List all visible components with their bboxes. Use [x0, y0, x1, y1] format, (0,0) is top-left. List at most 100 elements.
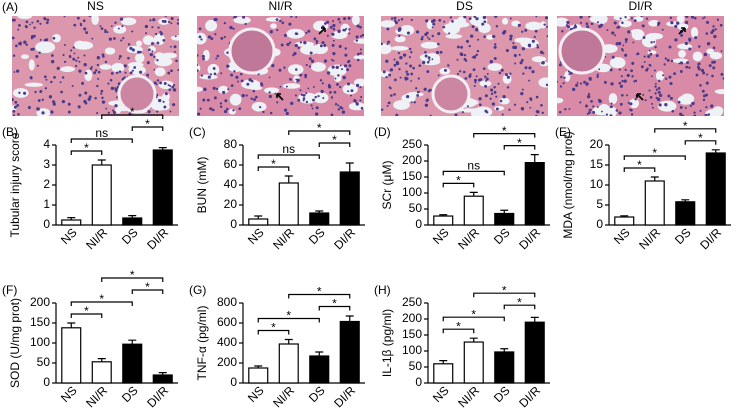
significance-bracket — [131, 126, 164, 131]
nucleus — [563, 76, 566, 79]
arrow — [636, 93, 644, 101]
nucleus — [674, 38, 678, 42]
bar — [91, 361, 112, 384]
significance-bracket — [257, 166, 290, 171]
nucleus — [17, 113, 20, 116]
significance-label: * — [130, 268, 135, 282]
nucleus — [489, 60, 494, 64]
nucleus — [676, 21, 680, 25]
nucleus — [110, 25, 113, 27]
nucleus — [461, 111, 465, 114]
nucleus — [33, 26, 36, 29]
x-tick-label: NI/R — [83, 225, 110, 252]
nucleus — [167, 71, 171, 75]
nucleus — [73, 52, 76, 55]
nucleus — [337, 17, 341, 21]
panel-label: (F) — [2, 283, 17, 297]
nucleus — [151, 42, 154, 45]
nucleus — [397, 52, 401, 55]
nucleus — [667, 94, 671, 98]
nucleus — [704, 113, 708, 116]
nucleus — [304, 76, 307, 79]
nucleus — [535, 95, 539, 99]
nucleus — [156, 59, 159, 62]
nucleus — [124, 71, 127, 74]
significance-bracket — [70, 138, 133, 143]
y-tick-label: 2 — [43, 177, 50, 191]
y-axis-title: TNF-α (pg/ml) — [195, 306, 209, 381]
error-bar — [681, 199, 690, 202]
significance-bracket — [623, 167, 656, 172]
bar — [339, 171, 360, 226]
bar — [278, 343, 299, 384]
significance-label: * — [332, 133, 337, 147]
nucleus — [713, 60, 716, 64]
x-tick-label: NS — [58, 383, 80, 405]
nucleus — [67, 102, 71, 106]
nucleus — [87, 97, 91, 101]
bar — [309, 212, 330, 226]
nucleus — [169, 45, 172, 48]
panel-label: (D) — [374, 125, 391, 139]
nucleus — [702, 94, 706, 98]
nucleus — [484, 84, 488, 88]
nucleus — [89, 67, 93, 70]
nucleus — [393, 93, 396, 96]
lumen — [681, 93, 692, 103]
nucleus — [24, 25, 27, 27]
nucleus — [219, 102, 223, 105]
nucleus — [31, 21, 34, 24]
nucleus — [114, 104, 118, 108]
nucleus — [104, 60, 108, 64]
histology-image — [12, 16, 179, 116]
nucleus — [489, 97, 492, 100]
lumen — [28, 59, 35, 71]
error-bar — [315, 210, 324, 213]
significance-bracket — [442, 170, 505, 176]
nucleus — [509, 72, 512, 75]
nucleus — [425, 31, 429, 35]
arrow — [276, 93, 284, 101]
nucleus — [712, 25, 715, 28]
nucleus — [592, 105, 595, 108]
nucleus — [410, 18, 413, 22]
significance-label: * — [271, 157, 276, 171]
nucleus — [71, 84, 74, 87]
significance-bracket — [70, 301, 133, 306]
nucleus — [437, 42, 440, 46]
nucleus — [664, 103, 668, 107]
y-tick-label: 20 — [590, 137, 604, 151]
nucleus — [96, 84, 99, 88]
nucleus — [39, 90, 43, 94]
nucleus — [684, 20, 689, 25]
bar — [91, 164, 112, 226]
lumen — [351, 16, 360, 26]
nucleus — [59, 81, 62, 84]
nucleus — [463, 53, 467, 57]
nucleus — [286, 42, 290, 47]
nucleus — [615, 42, 619, 46]
lumen — [142, 35, 155, 46]
nucleus — [224, 99, 228, 103]
nucleus — [545, 25, 548, 28]
nucleus — [598, 68, 601, 71]
y-axis-title: MDA (nmol/mg prot) — [561, 131, 575, 238]
y-tick-label: 50 — [409, 359, 423, 373]
nucleus — [339, 64, 342, 67]
nucleus — [346, 68, 349, 72]
nucleus — [691, 101, 695, 106]
nucleus — [321, 41, 325, 45]
nucleus — [630, 69, 633, 73]
y-tick-label: 600 — [217, 315, 237, 329]
nucleus — [299, 89, 302, 92]
nucleus — [535, 16, 538, 18]
nucleus — [283, 108, 288, 112]
nucleus — [78, 93, 82, 97]
nucleus — [271, 63, 275, 68]
x-tick-label: DI/R — [144, 225, 171, 252]
nucleus — [250, 97, 253, 100]
nucleus — [492, 34, 496, 39]
significance-bracket — [70, 150, 103, 155]
nucleus — [381, 108, 384, 111]
nucleus — [702, 98, 706, 102]
